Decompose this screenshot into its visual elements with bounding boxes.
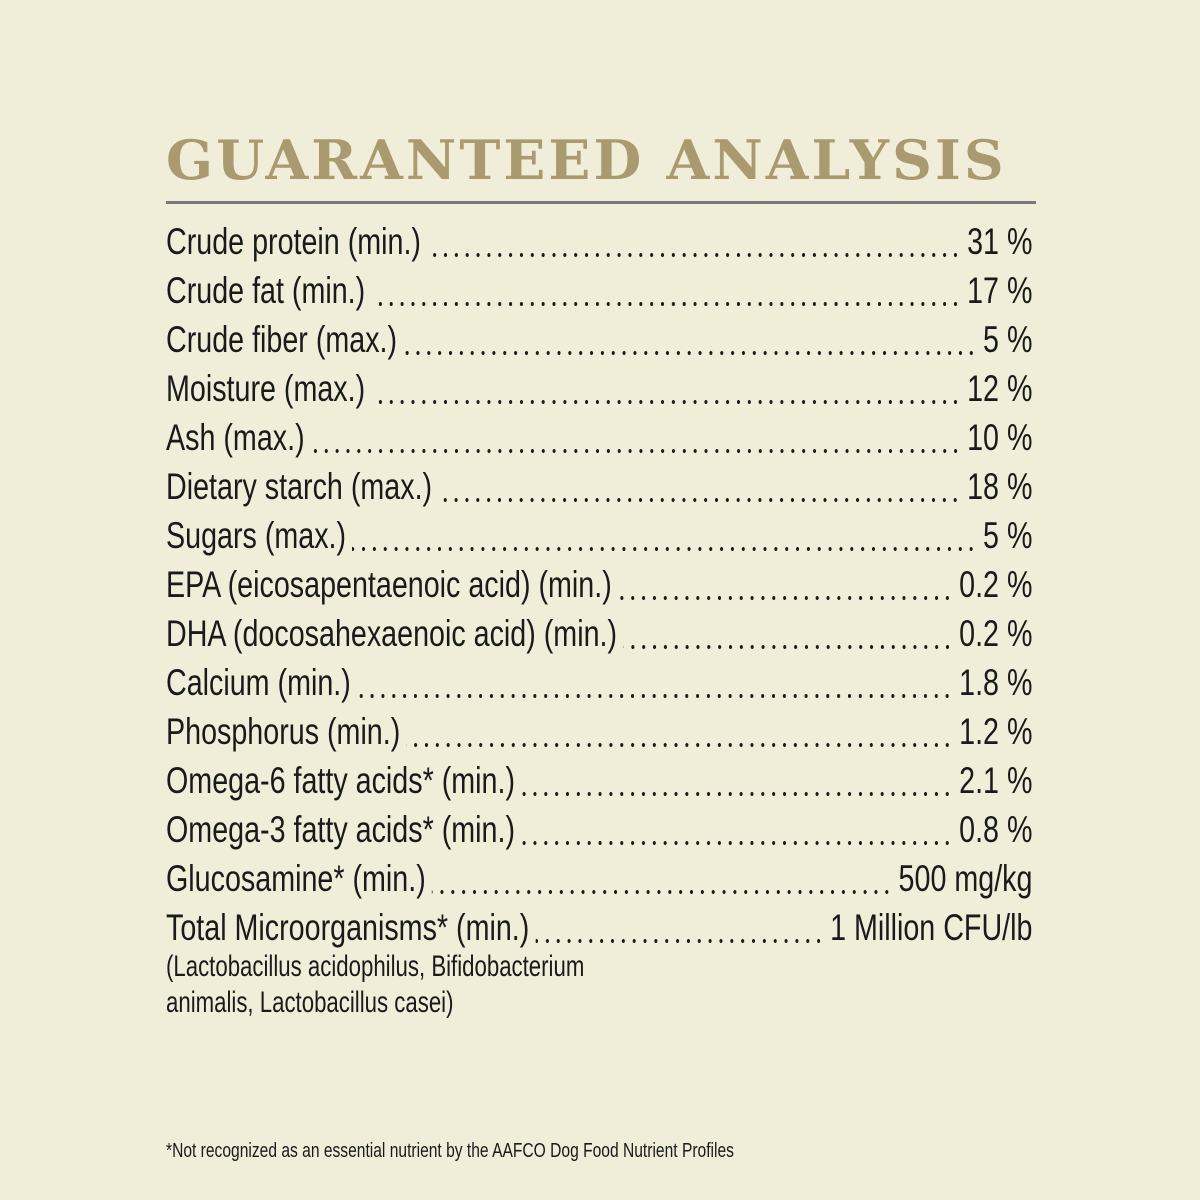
analysis-row: EPA (eicosapentaenoic acid) (min.) 0.2 % bbox=[166, 562, 1032, 611]
dot-leader bbox=[310, 448, 961, 454]
dot-leader bbox=[431, 889, 893, 895]
analysis-row: Moisture (max.) 12 % bbox=[166, 366, 1032, 415]
dot-leader bbox=[406, 742, 953, 748]
nutrient-value: 17 % bbox=[967, 270, 1033, 311]
analysis-row: Crude protein (min.) 31 % bbox=[166, 219, 1032, 268]
nutrient-value: 0.2 % bbox=[959, 564, 1033, 605]
analysis-row: Crude fat (min.) 17 % bbox=[166, 268, 1032, 317]
page-title: GUARANTEED ANALYSIS bbox=[166, 128, 1007, 192]
nutrient-value: 31 % bbox=[967, 221, 1033, 262]
nutrient-label: Moisture (max.) bbox=[166, 368, 366, 409]
dot-leader bbox=[438, 497, 961, 503]
analysis-row: Total Microorganisms* (min.) 1 Million CF… bbox=[166, 905, 1032, 954]
microorganism-note-line-1: (Lactobacillus acidophilus, Bifidobacter… bbox=[166, 950, 585, 983]
nutrient-label: Glucosamine* (min.) bbox=[166, 858, 426, 899]
nutrient-value: 0.8 % bbox=[959, 809, 1033, 850]
analysis-row: Omega-6 fatty acids* (min.) 2.1 % bbox=[166, 758, 1032, 807]
nutrient-label: EPA (eicosapentaenoic acid) (min.) bbox=[166, 564, 612, 605]
nutrient-label: Crude fat (min.) bbox=[166, 270, 366, 311]
dot-leader bbox=[371, 399, 961, 405]
analysis-row: Sugars (max.) 5 % bbox=[166, 513, 1032, 562]
nutrient-value: 12 % bbox=[967, 368, 1033, 409]
footnote: *Not recognized as an essential nutrient… bbox=[166, 1140, 734, 1162]
nutrient-label: Total Microorganisms* (min.) bbox=[166, 907, 530, 948]
nutrient-label: Omega-3 fatty acids* (min.) bbox=[166, 809, 515, 850]
nutrient-value: 5 % bbox=[983, 319, 1033, 360]
nutrient-label: Phosphorus (min.) bbox=[166, 711, 401, 752]
nutrient-value: 5 % bbox=[983, 515, 1033, 556]
dot-leader bbox=[535, 938, 824, 944]
nutrient-value: 500 mg/kg bbox=[898, 858, 1033, 899]
nutrient-label: DHA (docosahexaenoic acid) (min.) bbox=[166, 613, 618, 654]
nutrient-label: Dietary starch (max.) bbox=[166, 466, 433, 507]
analysis-row: Ash (max.) 10 % bbox=[166, 415, 1032, 464]
nutrient-value: 1 Million CFU/lb bbox=[830, 907, 1033, 948]
dot-leader bbox=[427, 252, 961, 258]
nutrient-label: Crude fiber (max.) bbox=[166, 319, 398, 360]
nutrient-value: 1.8 % bbox=[959, 662, 1033, 703]
nutrient-label: Sugars (max.) bbox=[166, 515, 347, 556]
microorganism-note-line-2: animalis, Lactobacillus casei) bbox=[166, 986, 454, 1019]
dot-leader bbox=[357, 693, 953, 699]
analysis-row: Glucosamine* (min.) 500 mg/kg bbox=[166, 856, 1032, 905]
analysis-row: Crude fiber (max.) 5 % bbox=[166, 317, 1032, 366]
nutrient-value: 18 % bbox=[967, 466, 1033, 507]
nutrient-label: Ash (max.) bbox=[166, 417, 305, 458]
analysis-row: Dietary starch (max.) 18 % bbox=[166, 464, 1032, 513]
dot-leader bbox=[371, 301, 961, 307]
nutrient-label: Omega-6 fatty acids* (min.) bbox=[166, 760, 515, 801]
dot-leader bbox=[352, 546, 977, 552]
nutrient-value: 1.2 % bbox=[959, 711, 1033, 752]
nutrient-label: Calcium (min.) bbox=[166, 662, 351, 703]
analysis-row: Calcium (min.) 1.8 % bbox=[166, 660, 1032, 709]
analysis-row: Phosphorus (min.) 1.2 % bbox=[166, 709, 1032, 758]
dot-leader bbox=[521, 840, 953, 846]
nutrient-value: 10 % bbox=[967, 417, 1033, 458]
nutrient-label: Crude protein (min.) bbox=[166, 221, 421, 262]
dot-leader bbox=[617, 595, 953, 601]
dot-leader bbox=[623, 644, 953, 650]
dot-leader bbox=[521, 791, 953, 797]
dot-leader bbox=[403, 350, 977, 356]
nutrient-value: 2.1 % bbox=[959, 760, 1033, 801]
title-divider bbox=[166, 201, 1036, 204]
analysis-row: Omega-3 fatty acids* (min.) 0.8 % bbox=[166, 807, 1032, 856]
analysis-table: Crude protein (min.) 31 % Crude fat (min.)… bbox=[166, 219, 1032, 954]
nutrient-value: 0.2 % bbox=[959, 613, 1033, 654]
analysis-row: DHA (docosahexaenoic acid) (min.) 0.2 % bbox=[166, 611, 1032, 660]
